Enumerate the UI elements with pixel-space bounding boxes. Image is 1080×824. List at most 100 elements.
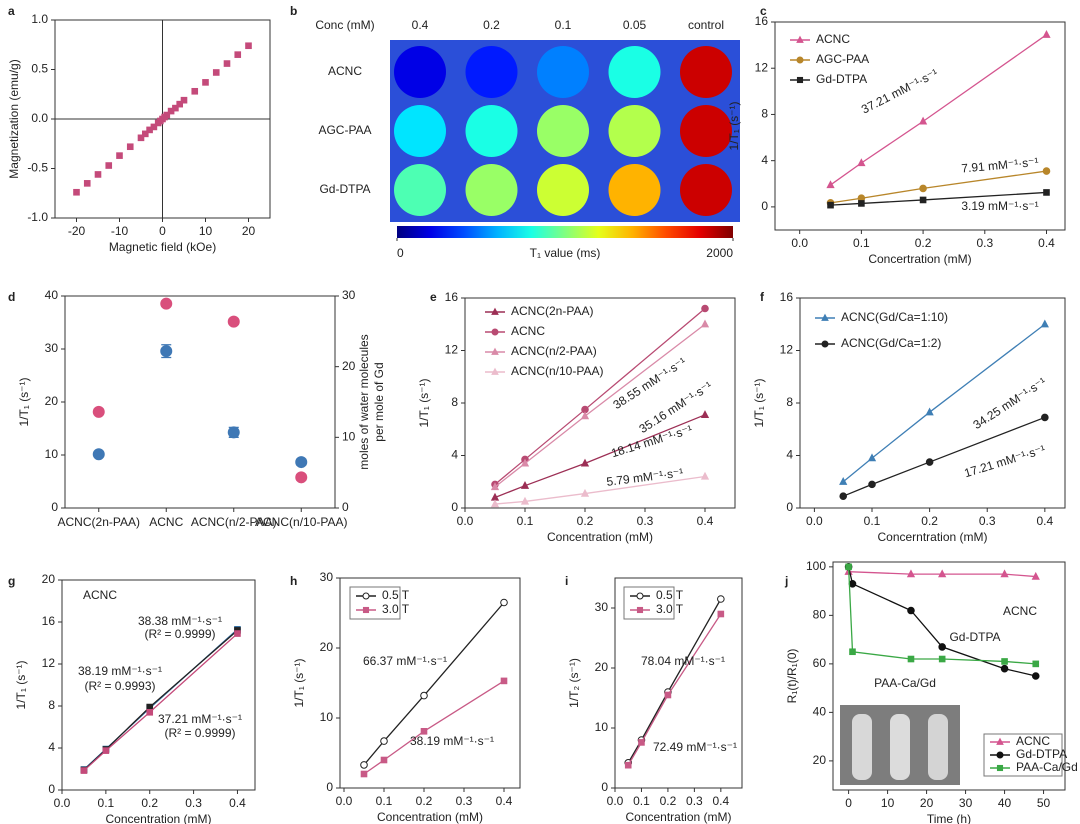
row-label: Gd-DTPA xyxy=(319,182,370,196)
y-tick-label: 30 xyxy=(320,570,334,584)
legend-label: ACNC(2n-PAA) xyxy=(511,304,593,318)
y-tick-label: -1.0 xyxy=(27,210,48,224)
x-tick-label: ACNC(n/2-PAA) xyxy=(191,515,277,529)
legend-label: ACNC(n/10-PAA) xyxy=(511,364,603,378)
marker xyxy=(141,130,149,138)
annotation: (R² = 0.9999) xyxy=(144,627,215,641)
column-label: control xyxy=(688,18,724,32)
marker xyxy=(636,592,644,600)
annotation: 37.21 mM⁻¹·s⁻¹ xyxy=(158,712,242,726)
marker xyxy=(1032,660,1040,668)
y-tick-label: -0.5 xyxy=(27,161,48,175)
phantom xyxy=(394,164,446,216)
marker xyxy=(491,347,499,355)
y-tick-label: 16 xyxy=(42,614,56,628)
x-tick-label: 0.1 xyxy=(864,514,881,528)
y-tick-label: 4 xyxy=(761,153,768,167)
x-tick-label: 0.2 xyxy=(921,514,938,528)
y2-tick-label: 30 xyxy=(342,288,356,302)
x-tick-label: 10 xyxy=(199,224,213,238)
marker xyxy=(938,655,946,663)
marker xyxy=(491,328,499,336)
phantom xyxy=(537,46,589,98)
x-tick-label: ACNC(2n-PAA) xyxy=(58,515,140,529)
legend-label: Gd-DTPA xyxy=(1016,747,1067,761)
columns-label: Conc (mM) xyxy=(315,18,374,32)
marker xyxy=(116,152,123,159)
plot-frame xyxy=(799,297,1066,509)
marker xyxy=(137,134,145,142)
y-tick-label: 10 xyxy=(320,710,334,724)
legend-label: PAA-Ca/Gd xyxy=(1016,760,1078,774)
plot-frame xyxy=(61,579,256,791)
marker xyxy=(868,480,876,489)
legend-label: ACNC(Gd/Ca=1:2) xyxy=(841,336,941,350)
marker xyxy=(1000,664,1009,673)
x-tick-label: 0.2 xyxy=(577,514,594,528)
y-tick-label: 0 xyxy=(761,199,768,213)
marker xyxy=(500,598,508,607)
x-axis-label: Concertration (mM) xyxy=(868,252,971,266)
marker xyxy=(580,488,590,497)
marker xyxy=(163,111,171,119)
marker xyxy=(925,407,934,416)
annotation: 3.19 mM⁻¹·s⁻¹ xyxy=(961,199,1038,213)
series-line xyxy=(363,602,505,766)
panel-label: g xyxy=(8,574,15,588)
y-tick-label: 60 xyxy=(813,656,827,670)
phantom xyxy=(680,105,732,157)
x-tick-label: 0.3 xyxy=(456,794,473,808)
x-tick-label: 0.2 xyxy=(915,236,932,250)
marker xyxy=(362,592,370,600)
marker xyxy=(907,606,915,615)
x-tick-label: 20 xyxy=(920,796,934,810)
x-tick-label: 0.0 xyxy=(791,236,808,250)
annotation: ACNC xyxy=(83,588,117,602)
marker xyxy=(420,727,428,735)
marker xyxy=(160,297,173,310)
y2-tick-label: 0 xyxy=(342,500,349,514)
plot-frame xyxy=(64,295,336,509)
marker xyxy=(700,471,710,480)
phantom xyxy=(537,164,589,216)
y-tick-label: 0.5 xyxy=(31,62,48,76)
x-tick-label: 0.1 xyxy=(853,236,870,250)
marker xyxy=(520,496,530,505)
x-tick-label: 0.0 xyxy=(457,514,474,528)
marker xyxy=(80,767,88,774)
y-tick-label: 16 xyxy=(445,290,459,304)
y-tick-label: 12 xyxy=(780,343,794,357)
x-tick-label: 50 xyxy=(1037,796,1051,810)
y-tick-label: 0 xyxy=(601,780,608,794)
marker xyxy=(826,180,835,189)
marker xyxy=(849,648,856,656)
marker xyxy=(580,411,590,420)
marker xyxy=(1042,30,1051,38)
x-tick-label: -20 xyxy=(68,224,86,238)
x-tick-label: ACNC(n/10-PAA) xyxy=(255,515,347,529)
marker xyxy=(172,104,179,112)
marker xyxy=(1000,569,1009,578)
marker xyxy=(520,480,530,489)
y-tick-label: 12 xyxy=(42,656,56,670)
x-tick-label: 0.2 xyxy=(141,796,158,810)
marker xyxy=(796,76,804,84)
marker xyxy=(796,56,804,64)
x-tick-label: 0.4 xyxy=(496,794,513,808)
marker xyxy=(245,42,252,50)
panel-label: c xyxy=(760,4,767,18)
legend-label: ACNC xyxy=(1016,734,1050,748)
marker xyxy=(1031,672,1040,680)
marker xyxy=(858,200,865,207)
phantom xyxy=(465,164,518,216)
marker xyxy=(227,315,240,328)
phantom xyxy=(537,105,589,157)
phantom xyxy=(608,46,661,98)
marker xyxy=(717,595,725,603)
y-tick-label: 4 xyxy=(786,448,793,462)
marker xyxy=(700,319,710,328)
x-tick-label: 0.1 xyxy=(517,514,534,528)
x-tick-label: 0.0 xyxy=(607,794,624,808)
marker xyxy=(906,569,916,578)
y-tick-label: 16 xyxy=(755,14,769,28)
